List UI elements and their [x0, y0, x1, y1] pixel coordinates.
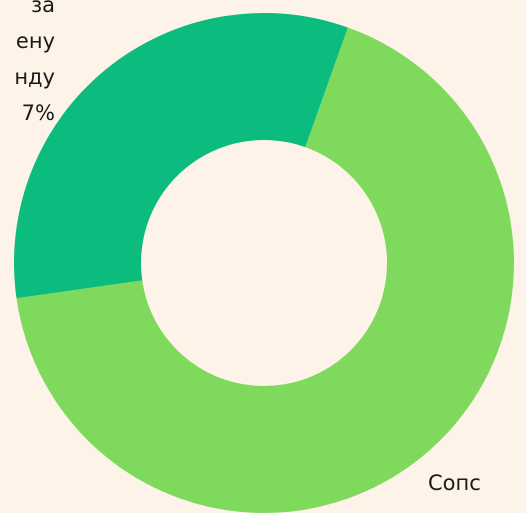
donut-slice: [16, 27, 514, 513]
slice-label: нду: [14, 65, 55, 89]
slice-label: Сопс: [428, 471, 481, 495]
slice-label: за: [31, 0, 55, 17]
donut-slice: [14, 12, 348, 299]
slice-label: 7%: [22, 101, 55, 125]
slice-label: ену: [16, 29, 55, 53]
